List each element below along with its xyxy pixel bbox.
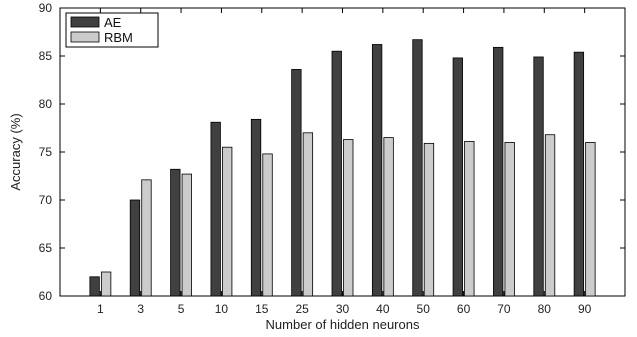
bar-rbm-10 (222, 146, 233, 297)
bar-rbm-15 (262, 153, 273, 297)
x-tick-label: 10 (215, 302, 229, 316)
x-tick-label: 50 (417, 302, 431, 316)
plot-frame (59, 7, 626, 297)
bar-rbm-1 (100, 271, 112, 297)
y-tick-label: 85 (39, 49, 53, 63)
x-tick-label: 1 (97, 302, 104, 316)
bar-rbm-80 (544, 134, 556, 297)
bar-ae-15 (250, 118, 262, 297)
x-tick-label: 80 (538, 302, 552, 316)
legend-swatch-rbm (70, 31, 100, 43)
x-tick-label: 15 (255, 302, 269, 316)
y-tick-label: 90 (39, 1, 53, 15)
x-axis-label: Number of hidden neurons (266, 317, 420, 332)
bar-ae-5 (170, 168, 181, 297)
plot-background (59, 7, 626, 297)
bar-rbm-60 (464, 141, 475, 297)
y-tick-label: 75 (39, 145, 53, 159)
bar-ae-25 (291, 69, 302, 297)
bar-rbm-25 (302, 132, 314, 297)
legend-swatch-ae (70, 16, 100, 28)
y-tick-label: 60 (39, 289, 53, 303)
x-tick-label: 40 (376, 302, 390, 316)
x-ticks-group: 1 3 5 10 15 25 30 40 50 60 70 80 90 (97, 302, 592, 316)
x-tick-label: 5 (178, 302, 185, 316)
y-tick-label: 80 (39, 97, 53, 111)
bar-ae-80 (533, 56, 544, 297)
y-ticks-group: 60 65 70 75 80 85 90 (39, 1, 53, 303)
x-tick-label: 60 (457, 302, 471, 316)
legend-label-ae: AE (104, 15, 122, 30)
bars-group (89, 39, 596, 297)
bar-ae-90 (573, 51, 585, 297)
bar-ae-50 (412, 39, 423, 297)
x-tick-label: 25 (295, 302, 309, 316)
bar-ae-3 (129, 199, 141, 297)
x-tick-label: 70 (497, 302, 511, 316)
bar-ae-1 (89, 276, 100, 297)
y-axis-label: Accuracy (%) (8, 113, 23, 190)
bar-rbm-70 (504, 141, 515, 297)
bar-rbm-40 (383, 137, 394, 297)
bar-ae-10 (210, 121, 221, 297)
legend-label-rbm: RBM (104, 30, 133, 45)
bar-rbm-5 (181, 173, 192, 297)
bar-rbm-3 (141, 179, 152, 297)
y-tick-label: 70 (39, 193, 53, 207)
bar-ae-60 (452, 57, 463, 297)
bar-rbm-30 (343, 139, 354, 297)
bar-rbm-90 (585, 141, 596, 297)
y-tick-label: 65 (39, 241, 53, 255)
x-tick-label: 30 (336, 302, 350, 316)
bar-rbm-50 (423, 142, 435, 297)
bar-ae-40 (371, 44, 383, 297)
x-tick-label: 3 (137, 302, 144, 316)
axes-group (60, 7, 625, 297)
bar-ae-70 (493, 46, 504, 297)
x-tick-label: 90 (578, 302, 592, 316)
bar-ae-30 (331, 50, 342, 297)
